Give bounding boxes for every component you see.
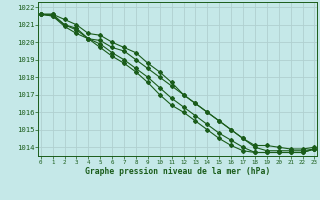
X-axis label: Graphe pression niveau de la mer (hPa): Graphe pression niveau de la mer (hPa) <box>85 167 270 176</box>
